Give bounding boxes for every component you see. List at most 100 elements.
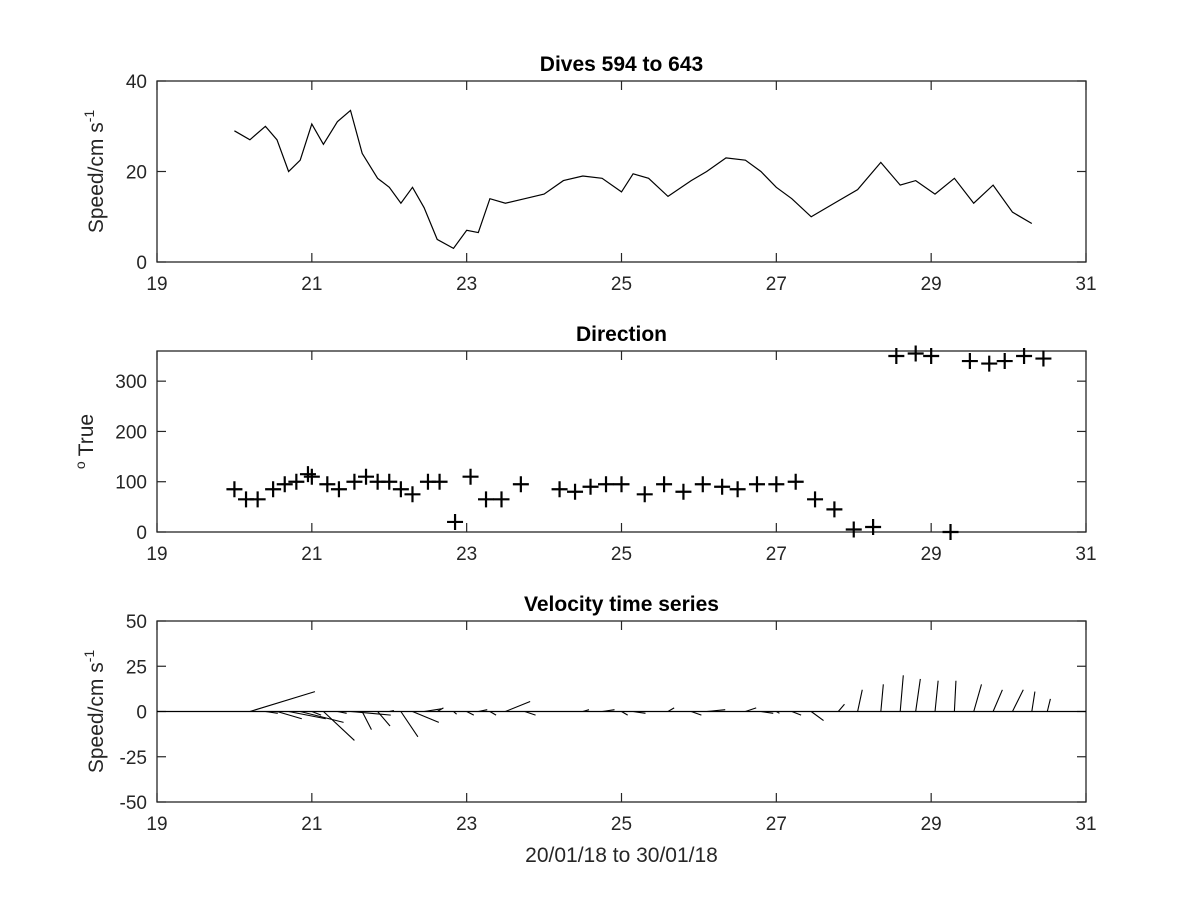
- data-point-marker: [346, 473, 363, 490]
- data-point-marker: [358, 468, 375, 485]
- velocity-vector: [973, 684, 983, 712]
- plot-area: [156, 350, 1087, 533]
- velocity-vector: [899, 675, 904, 712]
- velocity-vector: [667, 707, 675, 712]
- y-tick-label: -25: [120, 748, 147, 769]
- x-tick-label: 19: [146, 544, 167, 565]
- x-tick-label: 27: [766, 544, 787, 565]
- x-axis-label: 20/01/18 to 30/01/18: [525, 844, 718, 867]
- velocity-vector: [857, 689, 863, 712]
- data-point-marker: [551, 481, 568, 498]
- data-point-marker: [981, 355, 998, 372]
- y-axis-label: o True: [72, 414, 98, 469]
- velocity-vector: [300, 710, 344, 723]
- data-point-marker: [431, 473, 448, 490]
- velocity-vector: [1011, 689, 1024, 712]
- velocity-vector: [478, 709, 488, 713]
- velocity-vector: [1046, 698, 1051, 712]
- data-point-marker: [694, 476, 711, 493]
- data-point-marker: [1035, 350, 1052, 367]
- data-point-marker: [319, 476, 336, 493]
- y-axis-label-superscript: o: [72, 461, 88, 469]
- chart-title: Dives 594 to 643: [540, 53, 703, 76]
- x-tick-label: 31: [1075, 544, 1096, 565]
- velocity-vector: [880, 684, 884, 712]
- y-tick-label: 0: [136, 523, 147, 544]
- data-point-marker: [613, 476, 630, 493]
- data-point-marker: [907, 345, 924, 362]
- data-point-marker: [865, 518, 882, 535]
- y-tick-label: 50: [126, 612, 147, 633]
- data-point-marker: [845, 521, 862, 538]
- x-tick-label: 25: [611, 274, 632, 295]
- x-tick-label: 23: [456, 544, 477, 565]
- velocity-vector: [424, 708, 442, 713]
- velocity-vector: [361, 711, 372, 730]
- data-point-marker: [276, 476, 293, 493]
- x-tick-label: 31: [1075, 814, 1096, 835]
- data-point-marker: [249, 491, 266, 508]
- data-point-marker: [729, 481, 746, 498]
- velocity-vector: [377, 711, 391, 727]
- y-tick-label: 0: [136, 703, 147, 724]
- data-point-marker: [748, 476, 765, 493]
- velocity-vector: [915, 678, 921, 712]
- data-point-marker: [598, 476, 615, 493]
- chart-title: Direction: [576, 323, 667, 346]
- data-point-marker: [656, 476, 673, 493]
- y-axis-label-text: True: [75, 414, 98, 456]
- data-point-marker: [582, 478, 599, 495]
- y-tick-label: -50: [120, 793, 147, 814]
- x-tick-label: 29: [921, 274, 942, 295]
- data-point-marker: [404, 486, 421, 503]
- data-point-marker: [226, 481, 243, 498]
- x-tick-label: 23: [456, 274, 477, 295]
- data-point-marker: [636, 486, 653, 503]
- y-axis-label-superscript: -1: [81, 650, 97, 663]
- velocity-vector: [505, 701, 531, 713]
- y-tick-label: 300: [115, 372, 147, 393]
- data-point-marker: [567, 483, 584, 500]
- velocity-vector: [582, 709, 590, 713]
- y-tick-label: 25: [126, 657, 147, 678]
- subplot-1: Dives 594 to 643 19 21 23 25 27 29 31 0 20 40 Speed…: [81, 53, 1097, 295]
- velocity-vector: [1031, 691, 1036, 712]
- data-point-marker: [768, 476, 785, 493]
- x-tick-label: 31: [1075, 274, 1096, 295]
- x-tick-label: 21: [301, 544, 322, 565]
- x-tick-label: 21: [301, 274, 322, 295]
- data-point-marker: [478, 491, 495, 508]
- velocity-vector: [690, 710, 702, 716]
- data-point-marker: [392, 481, 409, 498]
- velocity-vector: [311, 710, 322, 716]
- velocity-vector: [489, 711, 497, 716]
- data-point-marker: [675, 483, 692, 500]
- data-point-marker: [447, 513, 464, 530]
- velocity-vector: [265, 710, 278, 714]
- velocity-vector: [350, 710, 391, 716]
- velocity-vector: [810, 711, 824, 721]
- velocity-vector: [621, 711, 628, 716]
- plot-area: [156, 80, 1087, 263]
- velocity-vector: [412, 710, 440, 723]
- subplot-2: Direction 19 21 23 25 27 29 31 0 100 200 300 o True: [72, 323, 1097, 565]
- data-point-marker: [265, 481, 282, 498]
- velocity-vector: [745, 707, 757, 713]
- data-point-marker: [923, 348, 940, 365]
- x-tick-label: 25: [611, 544, 632, 565]
- data-point-marker: [961, 353, 978, 370]
- velocity-vector: [602, 709, 615, 713]
- data-point-marker: [462, 468, 479, 485]
- velocity-vector: [837, 703, 845, 712]
- data-point-marker: [996, 353, 1013, 370]
- data-point-marker: [493, 491, 510, 508]
- data-point-marker: [1016, 348, 1033, 365]
- y-axis-label-text: Speed/cm s: [85, 122, 108, 233]
- y-axis-label: Speed/cm s-1: [81, 650, 108, 774]
- y-tick-label: 0: [136, 253, 147, 274]
- velocity-vector: [791, 710, 802, 716]
- y-tick-label: 40: [126, 72, 147, 93]
- x-tick-label: 29: [921, 544, 942, 565]
- data-point-marker: [787, 473, 804, 490]
- velocity-vector: [249, 691, 316, 713]
